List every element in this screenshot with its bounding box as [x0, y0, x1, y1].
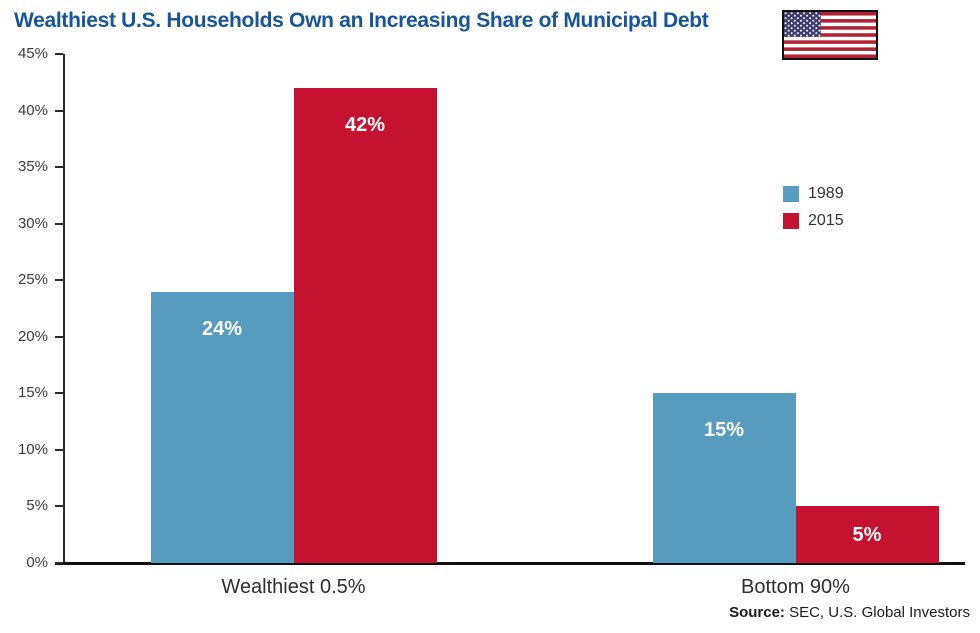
legend-label: 2015 [808, 212, 844, 229]
flag-stars [784, 12, 821, 37]
bar-value-label: 42% [344, 113, 386, 136]
legend-item-2015: 2015 [783, 213, 844, 229]
y-axis-line [63, 54, 65, 563]
legend: 1989 2015 [783, 186, 844, 240]
y-tick-label: 30% [17, 214, 48, 232]
y-tick-mark [55, 335, 63, 338]
legend-swatch-icon [783, 186, 799, 202]
chart-title: Wealthiest U.S. Households Own an Increa… [14, 9, 709, 32]
y-tick-label: 25% [17, 271, 48, 289]
y-tick-mark [55, 279, 63, 282]
y-tick-label: 15% [17, 384, 48, 402]
flag-stripes [784, 12, 876, 58]
bar-value-label: 24% [201, 317, 243, 340]
x-axis-line [55, 562, 965, 565]
bar-1989-1: 15% [652, 393, 796, 563]
y-tick-label: 10% [17, 440, 48, 458]
legend-item-1989: 1989 [783, 186, 844, 202]
y-tick-mark [55, 109, 63, 112]
source-label: Source: [729, 604, 785, 621]
y-tick-label: 35% [17, 158, 48, 176]
legend-swatch-icon [783, 213, 799, 229]
y-tick-mark [55, 392, 63, 395]
y-tick-label: 20% [17, 327, 48, 345]
x-category-label: Bottom 90% [741, 576, 850, 598]
y-tick-mark [55, 166, 63, 169]
y-tick-mark [55, 53, 63, 55]
bar-value-label: 5% [852, 523, 882, 546]
x-category-label: Wealthiest 0.5% [221, 576, 366, 598]
bar-1989-0: 24% [150, 291, 294, 563]
y-tick-mark [55, 222, 63, 225]
legend-label: 1989 [808, 185, 844, 202]
y-tick-mark [55, 562, 63, 564]
bar-2015-0: 42% [293, 87, 437, 563]
us-flag-icon [782, 10, 878, 60]
y-tick-label: 5% [26, 497, 48, 515]
y-tick-mark [55, 448, 63, 451]
y-tick-mark [55, 505, 63, 508]
source-note: Source: SEC, U.S. Global Investors [729, 604, 970, 621]
bar-2015-1: 5% [795, 506, 939, 563]
y-tick-label: 40% [17, 101, 48, 119]
source-text: SEC, U.S. Global Investors [784, 604, 970, 621]
y-tick-label: 0% [26, 554, 48, 571]
y-tick-label: 45% [17, 45, 48, 62]
bar-value-label: 15% [703, 419, 745, 442]
